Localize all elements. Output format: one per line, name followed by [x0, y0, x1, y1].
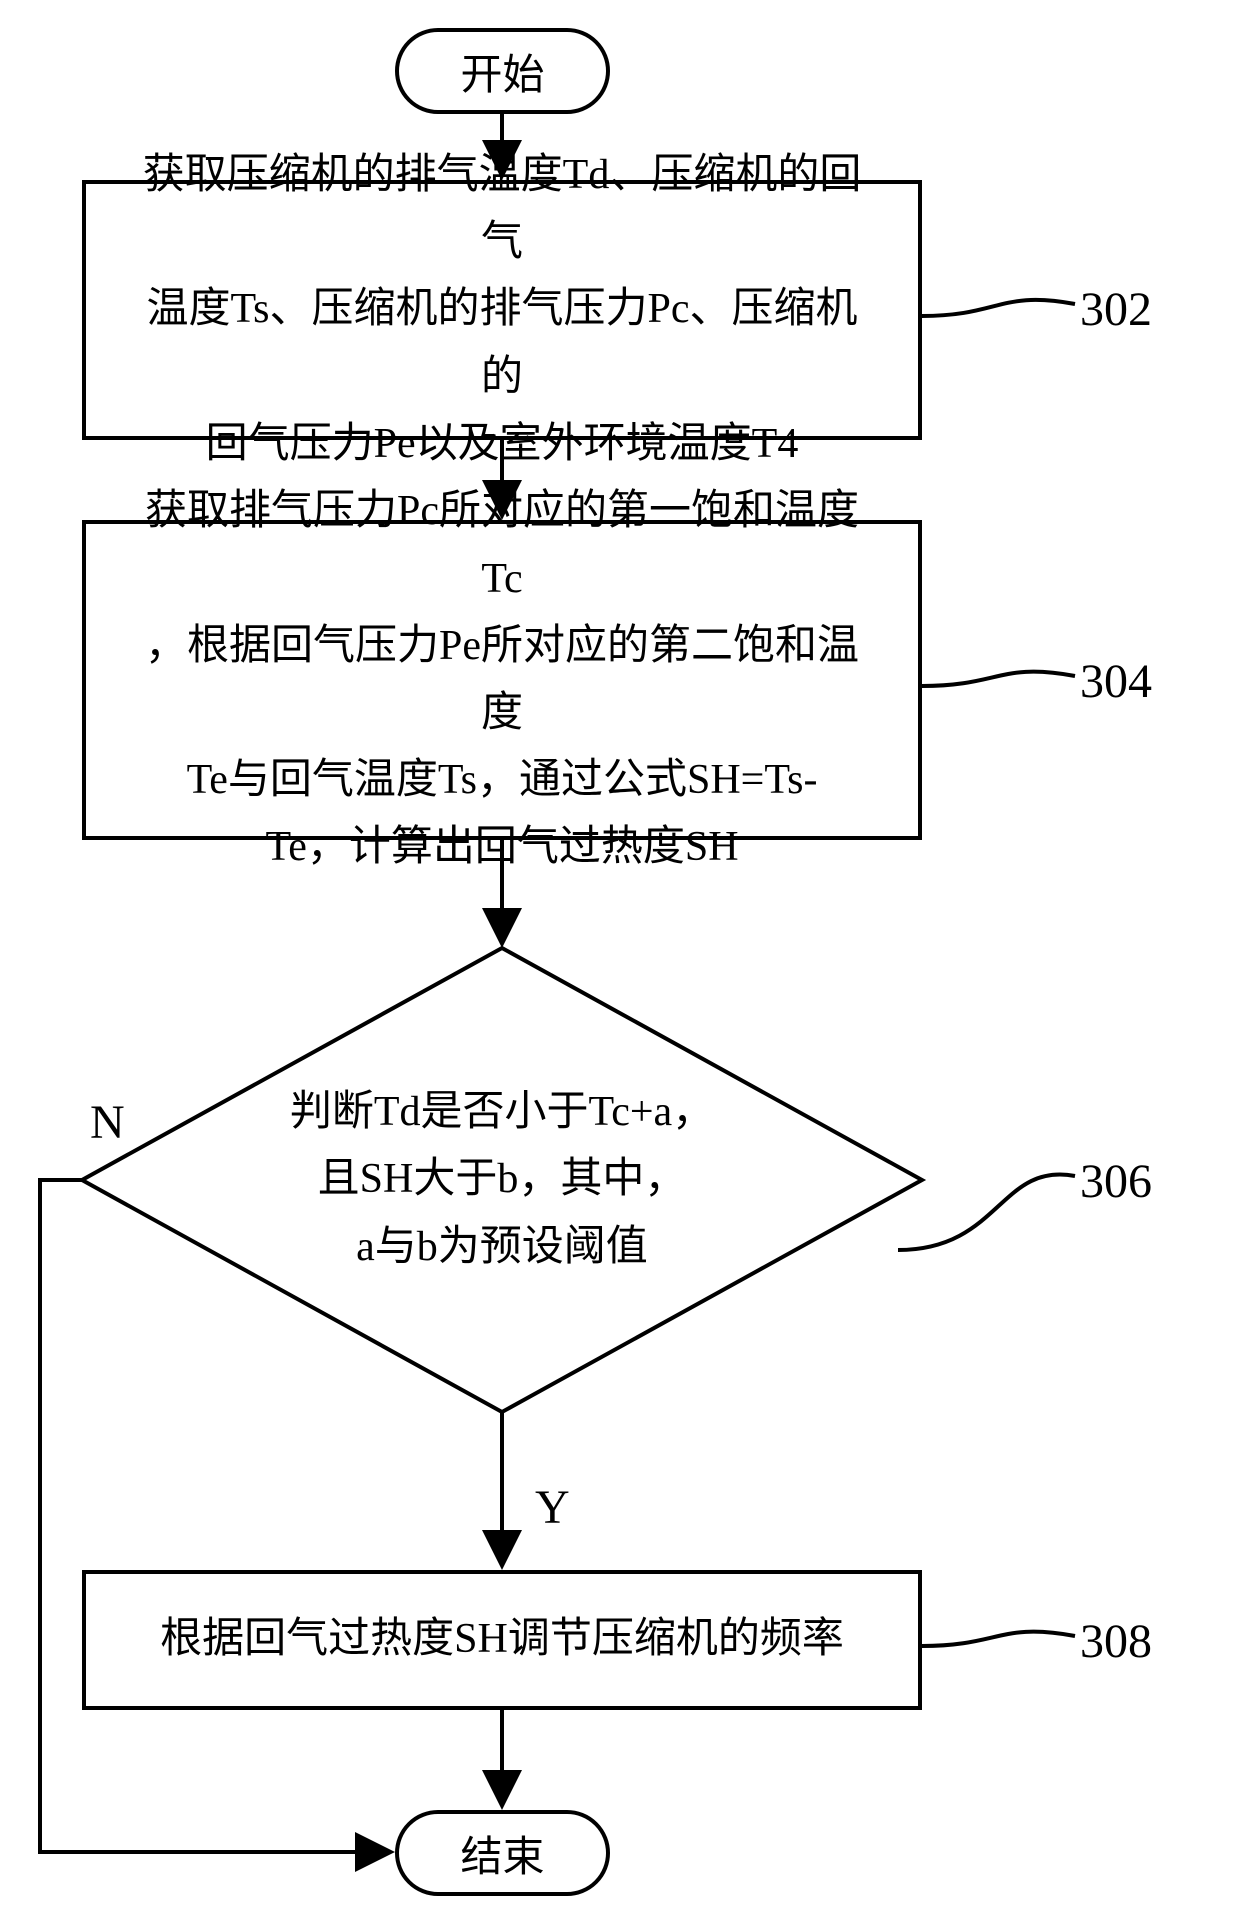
step-label-306: 306 — [1080, 1154, 1152, 1209]
decision-306-text: 判断Td是否小于Tc+a， 且SH大于b，其中， a与b为预设阈值 — [290, 1079, 714, 1281]
process-308-text: 根据回气过热度SH调节压缩机的频率 — [160, 1606, 844, 1673]
branch-yes-label: Y — [535, 1480, 570, 1535]
step-label-302: 302 — [1080, 282, 1152, 337]
process-302-text: 获取压缩机的排气温度Td、压缩机的回气 温度Ts、压缩机的排气压力Pc、压缩机的… — [126, 142, 878, 478]
process-304: 获取排气压力Pc所对应的第一饱和温度Tc ，根据回气压力Pe所对应的第二饱和温度… — [82, 520, 922, 840]
flowchart-canvas: 开始 获取压缩机的排气温度Td、压缩机的回气 温度Ts、压缩机的排气压力Pc、压… — [0, 0, 1240, 1919]
process-302: 获取压缩机的排气温度Td、压缩机的回气 温度Ts、压缩机的排气压力Pc、压缩机的… — [82, 180, 922, 440]
end-terminal: 结束 — [395, 1810, 610, 1896]
process-304-text: 获取排气压力Pc所对应的第一饱和温度Tc ，根据回气压力Pe所对应的第二饱和温度… — [126, 478, 878, 881]
start-terminal: 开始 — [395, 28, 610, 114]
start-label: 开始 — [460, 41, 544, 102]
end-label: 结束 — [460, 1823, 544, 1884]
decision-306: 判断Td是否小于Tc+a， 且SH大于b，其中， a与b为预设阈值 — [82, 948, 922, 1412]
process-308: 根据回气过热度SH调节压缩机的频率 — [82, 1570, 922, 1710]
branch-no-label: N — [90, 1095, 125, 1150]
step-label-304: 304 — [1080, 654, 1152, 709]
step-label-308: 308 — [1080, 1614, 1152, 1669]
